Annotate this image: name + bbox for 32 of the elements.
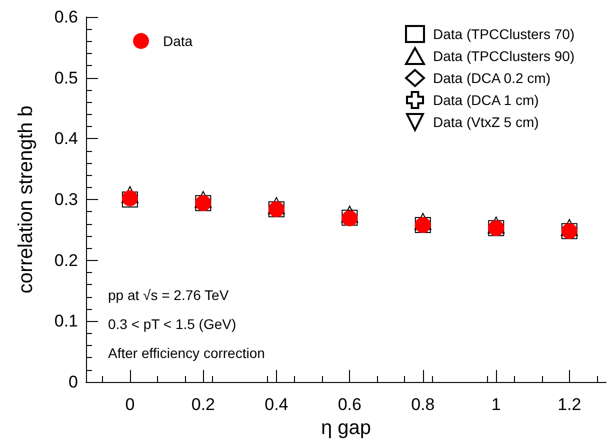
annotation: After efficiency correction bbox=[108, 345, 265, 361]
legend-label: Data (TPCClusters 70) bbox=[433, 26, 575, 42]
legend-label: Data bbox=[163, 33, 193, 49]
point bbox=[488, 216, 505, 234]
x-tick-label: 1 bbox=[491, 395, 501, 414]
x-tick-label: 0 bbox=[125, 395, 135, 414]
y-tick-label: 0 bbox=[68, 372, 78, 392]
legend-label: Data (VtxZ 5 cm) bbox=[433, 114, 539, 130]
x-tick-label: 0.4 bbox=[264, 395, 288, 414]
x-tick-label: 0.6 bbox=[338, 395, 362, 414]
point bbox=[268, 197, 285, 214]
y-tick-label: 0.3 bbox=[54, 190, 78, 209]
y-tick-label: 0.2 bbox=[54, 250, 78, 270]
y-tick-label: 0.4 bbox=[54, 129, 78, 148]
annotation: 0.3 < pT < 1.5 (GeV) bbox=[108, 316, 236, 332]
x-axis-title: η gap bbox=[320, 417, 372, 439]
point bbox=[414, 212, 432, 230]
y-axis-title: correlation strength b bbox=[15, 106, 37, 294]
point bbox=[121, 186, 138, 204]
y-tick-label: 0.1 bbox=[54, 312, 78, 331]
legend-label: Data (DCA 1 cm) bbox=[433, 92, 539, 108]
x-tick-label: 1.2 bbox=[558, 395, 582, 414]
y-tick-label: 0.5 bbox=[54, 68, 78, 88]
y-tick-label: 0.6 bbox=[54, 8, 78, 26]
legend-label: Data (DCA 0.2 cm) bbox=[433, 70, 550, 86]
legend-label: Data (TPCClusters 90) bbox=[433, 48, 575, 64]
x-tick-label: 0.8 bbox=[411, 395, 435, 414]
x-tick-label: 0.2 bbox=[191, 395, 216, 414]
point bbox=[560, 218, 578, 236]
annotation: pp at √s = 2.76 TeV bbox=[108, 287, 230, 303]
point bbox=[194, 191, 212, 208]
point bbox=[341, 206, 358, 223]
